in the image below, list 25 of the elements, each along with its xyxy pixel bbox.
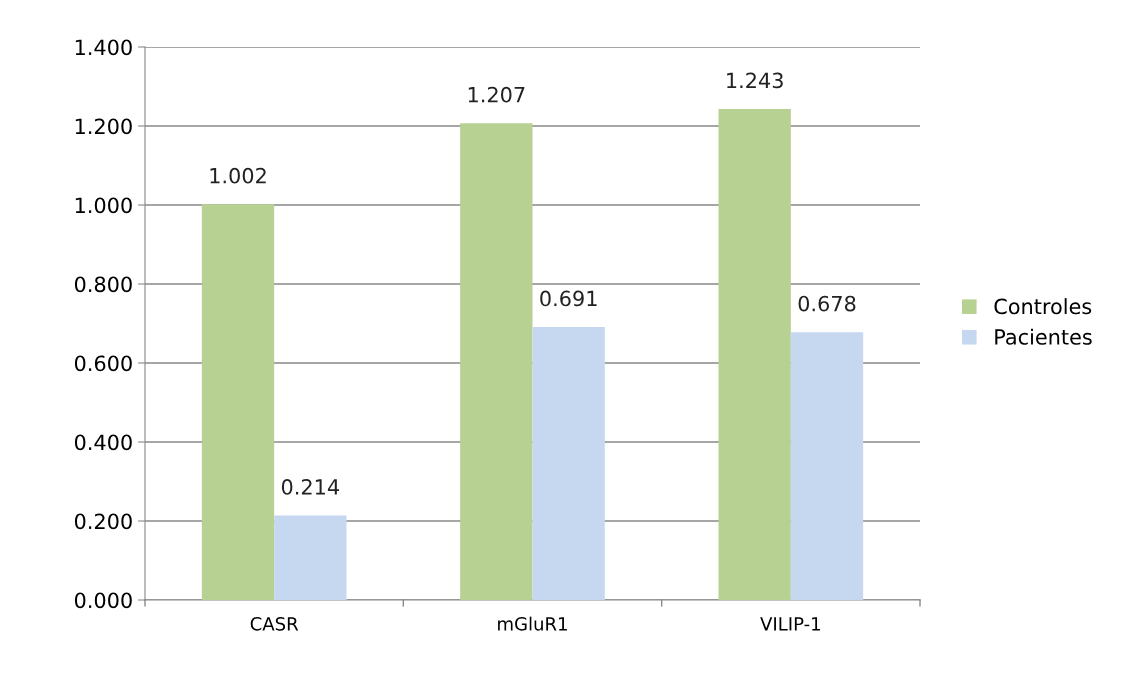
x-tick-label: VILIP-1 [760, 617, 820, 631]
y-tick-label: 0.400 [74, 434, 132, 451]
bar [718, 109, 791, 600]
data-label: 0.678 [798, 295, 856, 312]
bar [790, 332, 864, 600]
bar [460, 123, 533, 600]
x-tick-label: mGluR1 [498, 616, 567, 631]
y-tick-label: 0.600 [74, 355, 132, 372]
data-label: 1.207 [468, 86, 525, 103]
data-label: 1.243 [727, 72, 783, 89]
data-label: 0.691 [540, 290, 597, 307]
y-tick-label: 1.400 [75, 39, 132, 56]
x-tick-label: CASR [250, 616, 299, 631]
y-tick-label: 0.200 [74, 513, 132, 530]
bar [274, 515, 347, 600]
legend-label: Pacientes [995, 328, 1092, 345]
y-tick-label: 1.200 [75, 118, 132, 135]
legend-label: Controles [994, 298, 1092, 315]
data-label: 0.214 [281, 479, 339, 495]
data-label: 1.002 [210, 167, 266, 184]
y-tick-label: 0.800 [74, 276, 132, 293]
bar [532, 327, 605, 600]
y-tick-label: 1.000 [75, 197, 132, 214]
y-tick-label: 0.000 [74, 592, 132, 609]
bar [201, 204, 275, 600]
